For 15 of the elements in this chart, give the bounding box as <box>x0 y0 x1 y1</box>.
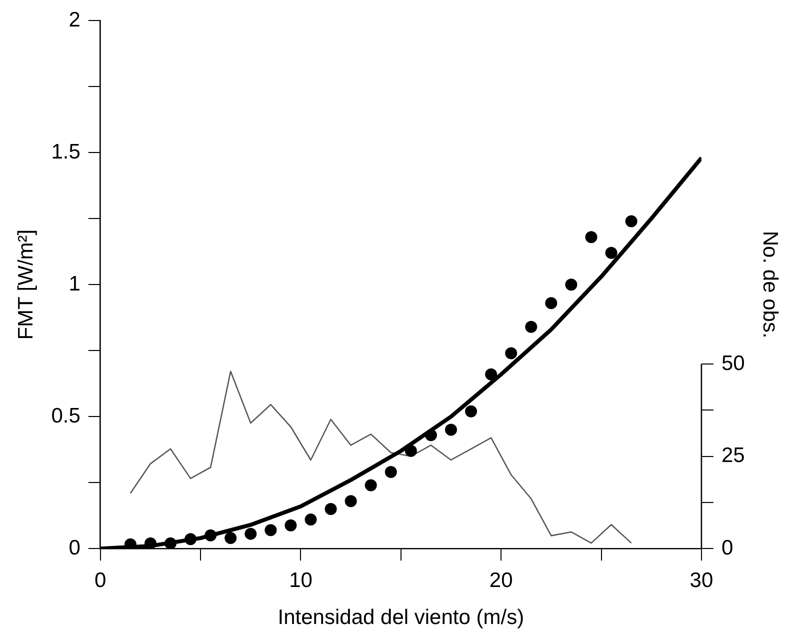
y2-tick-label: 50 <box>721 352 745 375</box>
y-axis-title: FMT [W/m²] <box>14 229 38 340</box>
y2-axis-title: No. de obs. <box>758 230 782 338</box>
y-tick-label: 1.5 <box>51 140 80 164</box>
x-tick-label: 0 <box>94 568 106 592</box>
y-tick-label: 0 <box>68 536 80 560</box>
x-tick-label: 20 <box>489 568 513 592</box>
y-tick-label: 0.5 <box>51 404 80 428</box>
y2-tick-label: 25 <box>721 444 745 468</box>
y-tick-label: 2 <box>68 8 80 32</box>
y2-tick-label: 0 <box>721 536 734 560</box>
x-axis-title: Intensidad del viento (m/s) <box>278 606 524 630</box>
x-tick-label: 30 <box>690 568 714 592</box>
y-tick-label: 1 <box>68 272 80 296</box>
x-tick-label: 10 <box>289 568 312 592</box>
